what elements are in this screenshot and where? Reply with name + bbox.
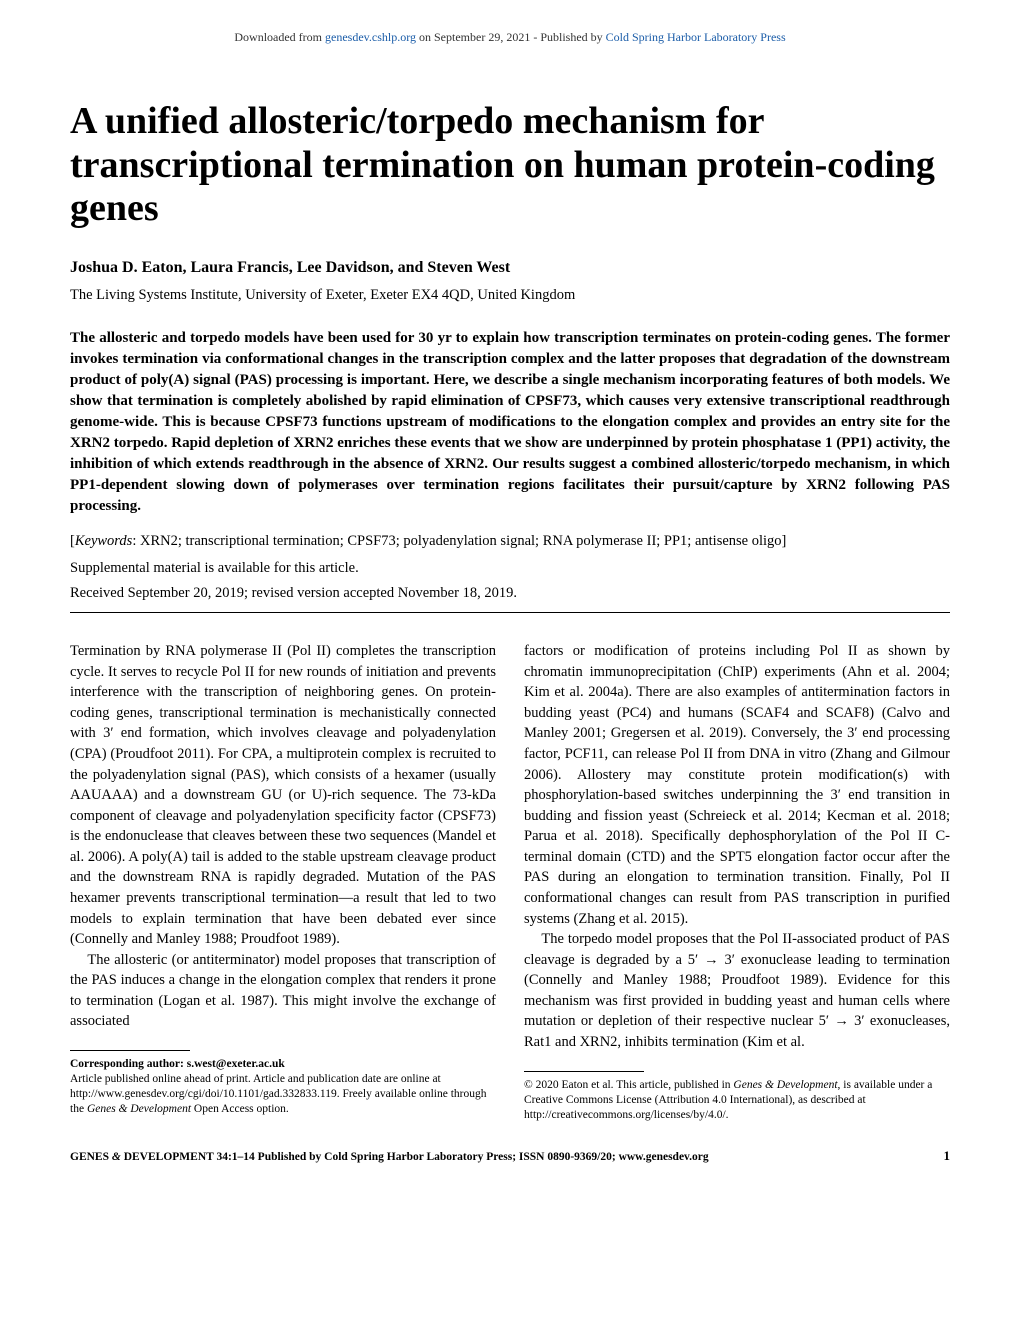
download-middle: on September 29, 2021 - Published by — [416, 30, 606, 44]
download-link-publisher[interactable]: Cold Spring Harbor Laboratory Press — [606, 30, 786, 44]
keywords: [Keywords: XRN2; transcriptional termina… — [70, 533, 950, 550]
footnote-rule — [524, 1071, 644, 1072]
keywords-label: Keywords — [75, 533, 132, 549]
article-dates: Received September 20, 2019; revised ver… — [70, 585, 950, 602]
download-bar: Downloaded from genesdev.cshlp.org on Se… — [70, 30, 950, 55]
article-note-tail: Open Access option. — [191, 1103, 289, 1115]
body-paragraph: Termination by RNA polymerase II (Pol II… — [70, 641, 496, 950]
page-footer: GENES & DEVELOPMENT 34:1–14 Published by… — [70, 1148, 950, 1164]
abstract: The allosteric and torpedo models have b… — [70, 328, 950, 517]
left-column: Termination by RNA polymerase II (Pol II… — [70, 641, 496, 1122]
body-paragraph: factors or modification of proteins incl… — [524, 641, 950, 929]
paper-page: Downloaded from genesdev.cshlp.org on Se… — [0, 0, 1020, 1204]
footnote-rule — [70, 1050, 190, 1051]
footer-part-a: GENES — [70, 1151, 112, 1163]
author-list: Joshua D. Eaton, Laura Francis, Lee Davi… — [70, 259, 950, 277]
section-divider — [70, 612, 950, 613]
article-title: A unified allosteric/torpedo mechanism f… — [70, 100, 950, 231]
journal-name: Genes & Development — [733, 1079, 837, 1091]
affiliation: The Living Systems Institute, University… — [70, 287, 950, 304]
footer-citation: GENES & DEVELOPMENT 34:1–14 Published by… — [70, 1151, 924, 1163]
copyright-text: © 2020 Eaton et al. This article, publis… — [524, 1079, 733, 1091]
body-paragraph: The allosteric (or antiterminator) model… — [70, 950, 496, 1032]
footer-ampersand: & — [112, 1151, 121, 1163]
corresponding-email: s.west@exeter.ac.uk — [187, 1058, 285, 1070]
journal-name: Genes & Development — [87, 1103, 191, 1115]
keywords-text: : XRN2; transcriptional termination; CPS… — [132, 533, 786, 549]
footer-part-b: DEVELOPMENT 34:1–14 Published by Cold Sp… — [121, 1151, 709, 1163]
footnote-right: © 2020 Eaton et al. This article, publis… — [524, 1078, 950, 1123]
corresponding-label: Corresponding author: — [70, 1058, 187, 1070]
right-column: factors or modification of proteins incl… — [524, 641, 950, 1122]
download-link-source[interactable]: genesdev.cshlp.org — [325, 30, 416, 44]
page-number: 1 — [944, 1148, 951, 1164]
download-prefix: Downloaded from — [234, 30, 325, 44]
body-columns: Termination by RNA polymerase II (Pol II… — [70, 641, 950, 1122]
footnote-left: Corresponding author: s.west@exeter.ac.u… — [70, 1057, 496, 1117]
supplemental-note: Supplemental material is available for t… — [70, 560, 950, 577]
body-paragraph: The torpedo model proposes that the Pol … — [524, 929, 950, 1052]
